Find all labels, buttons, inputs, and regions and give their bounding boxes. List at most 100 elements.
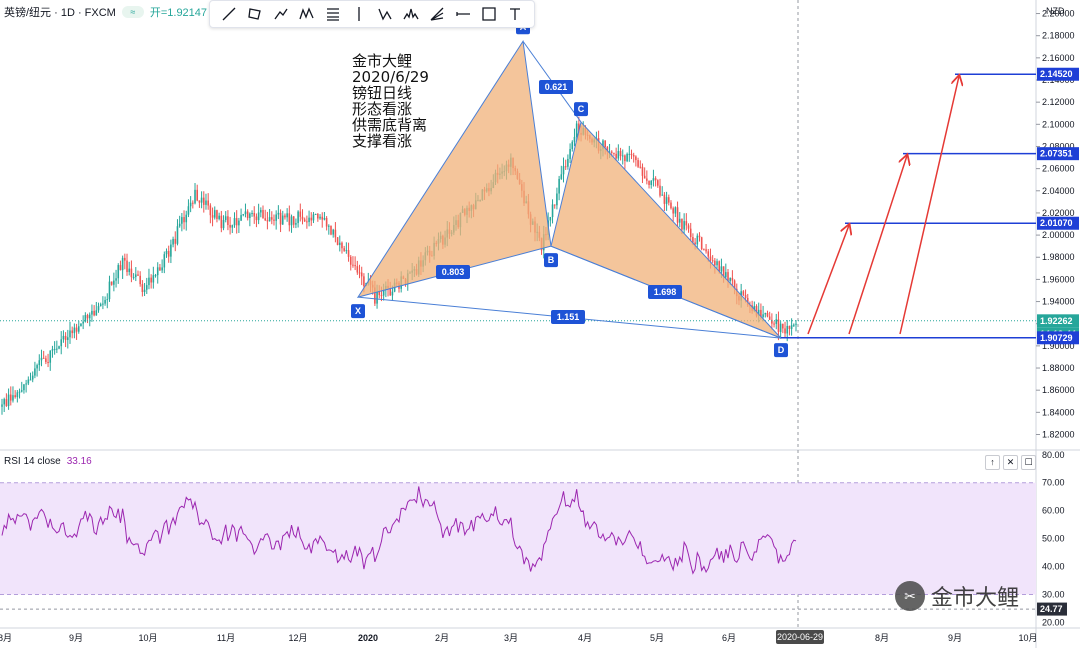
candle-body bbox=[185, 214, 188, 223]
price-tag-bg bbox=[1037, 67, 1079, 81]
price-tick-label: 2.00000 bbox=[1042, 230, 1075, 240]
candle-body bbox=[229, 225, 231, 228]
candle-body bbox=[354, 265, 356, 267]
candle-body bbox=[378, 291, 381, 296]
candle-body bbox=[564, 166, 567, 168]
time-tick-label: 2020 bbox=[358, 633, 378, 643]
candle-body bbox=[380, 295, 383, 297]
symbol-label[interactable]: 英镑/纽元 · 1D · FXCM bbox=[4, 7, 116, 19]
candle-body bbox=[80, 323, 82, 327]
candle-body bbox=[58, 346, 60, 349]
candle-body bbox=[95, 310, 98, 316]
candle-body bbox=[744, 294, 747, 298]
candle-body bbox=[292, 216, 295, 225]
candle-body bbox=[108, 281, 111, 300]
candle-body bbox=[648, 180, 650, 185]
maximize-pane-button[interactable]: ↑ bbox=[985, 455, 1000, 470]
text-icon[interactable] bbox=[505, 4, 525, 24]
candle-body bbox=[341, 242, 343, 249]
rectangle-icon[interactable] bbox=[245, 4, 265, 24]
candle-body bbox=[240, 215, 242, 221]
rsi-header: RSI 14 close 33.16 bbox=[4, 456, 92, 467]
abcd-pattern-icon[interactable] bbox=[375, 4, 395, 24]
candle-body bbox=[268, 217, 271, 222]
candle-body bbox=[345, 250, 348, 252]
candle-body bbox=[562, 166, 565, 175]
indicator-toggle[interactable]: ≈ bbox=[121, 6, 144, 18]
candle-body bbox=[82, 321, 84, 324]
candle-body bbox=[207, 200, 209, 206]
fib-retracement-icon[interactable] bbox=[323, 4, 343, 24]
candle-body bbox=[703, 249, 705, 251]
candle-body bbox=[630, 153, 633, 156]
pane-settings-button[interactable]: ☐ bbox=[1021, 455, 1036, 470]
annotation-line: 金市大鲤 bbox=[352, 52, 412, 70]
fib-fan-icon[interactable] bbox=[427, 4, 447, 24]
rsi-label[interactable]: RSI 14 close bbox=[4, 456, 61, 467]
candle-body bbox=[121, 257, 124, 271]
vertical-line-icon[interactable] bbox=[349, 4, 369, 24]
candle-body bbox=[727, 272, 729, 282]
candle-body bbox=[67, 337, 69, 340]
candle-body bbox=[659, 185, 661, 196]
candle-body bbox=[681, 218, 683, 230]
candle-body bbox=[641, 166, 644, 176]
annotation-line: 2020/6/29 bbox=[352, 68, 429, 86]
candle-body bbox=[53, 348, 56, 350]
candle-body bbox=[117, 265, 120, 279]
candle-body bbox=[128, 268, 131, 273]
candle-body bbox=[25, 383, 27, 385]
candle-body bbox=[209, 205, 212, 216]
candle-body bbox=[36, 365, 38, 369]
candle-body bbox=[297, 211, 299, 224]
rsi-tick-label: 70.00 bbox=[1042, 478, 1065, 488]
candle-body bbox=[253, 212, 256, 217]
candle-body bbox=[233, 218, 236, 226]
price-tag-label: 2.01070 bbox=[1040, 218, 1073, 228]
pattern-point-D: D bbox=[778, 345, 785, 355]
candle-body bbox=[77, 326, 80, 332]
candle-body bbox=[650, 180, 653, 185]
candle-body bbox=[88, 314, 91, 319]
rsi-tag-label: 24.77 bbox=[1040, 604, 1063, 614]
candle-body bbox=[319, 216, 321, 219]
candle-body bbox=[244, 211, 247, 215]
horizontal-ray-icon[interactable] bbox=[453, 4, 473, 24]
candle-body bbox=[709, 256, 712, 261]
open-price: 开=1.92147 bbox=[149, 7, 208, 19]
path-icon[interactable] bbox=[271, 4, 291, 24]
close-pane-button[interactable]: ✕ bbox=[1003, 455, 1018, 470]
pattern-ratio-label: 0.803 bbox=[442, 267, 465, 277]
candle-body bbox=[635, 156, 637, 161]
candle-body bbox=[216, 210, 218, 219]
candle-body bbox=[288, 213, 291, 226]
pattern-point-X: X bbox=[355, 306, 361, 316]
head-shoulders-icon[interactable] bbox=[401, 4, 421, 24]
candle-body bbox=[189, 202, 192, 207]
candle-body bbox=[683, 221, 685, 230]
select-box-icon[interactable] bbox=[479, 4, 499, 24]
price-tag-label: 2.14520 bbox=[1040, 69, 1073, 79]
candle-body bbox=[277, 212, 280, 215]
rsi-value: 33.16 bbox=[66, 456, 92, 467]
candle-body bbox=[93, 310, 95, 316]
price-tick-label: 2.08000 bbox=[1042, 141, 1075, 151]
candle-body bbox=[766, 312, 769, 317]
candle-body bbox=[663, 194, 666, 204]
candle-body bbox=[606, 147, 609, 152]
xabcd-pattern-icon[interactable] bbox=[297, 4, 317, 24]
target-arrow bbox=[899, 76, 959, 335]
crosshair-date-label: 2020-06-29 bbox=[777, 632, 823, 642]
candle-body bbox=[549, 217, 552, 221]
candle-body bbox=[637, 160, 639, 167]
candle-body bbox=[676, 207, 679, 223]
candle-body bbox=[29, 379, 32, 381]
currency-label: NZD bbox=[1046, 6, 1065, 16]
candle-body bbox=[1, 404, 3, 407]
trend-line-icon[interactable] bbox=[219, 4, 239, 24]
pattern-point-B-bg bbox=[544, 253, 558, 268]
candle-body bbox=[325, 217, 328, 227]
candle-body bbox=[104, 300, 106, 304]
